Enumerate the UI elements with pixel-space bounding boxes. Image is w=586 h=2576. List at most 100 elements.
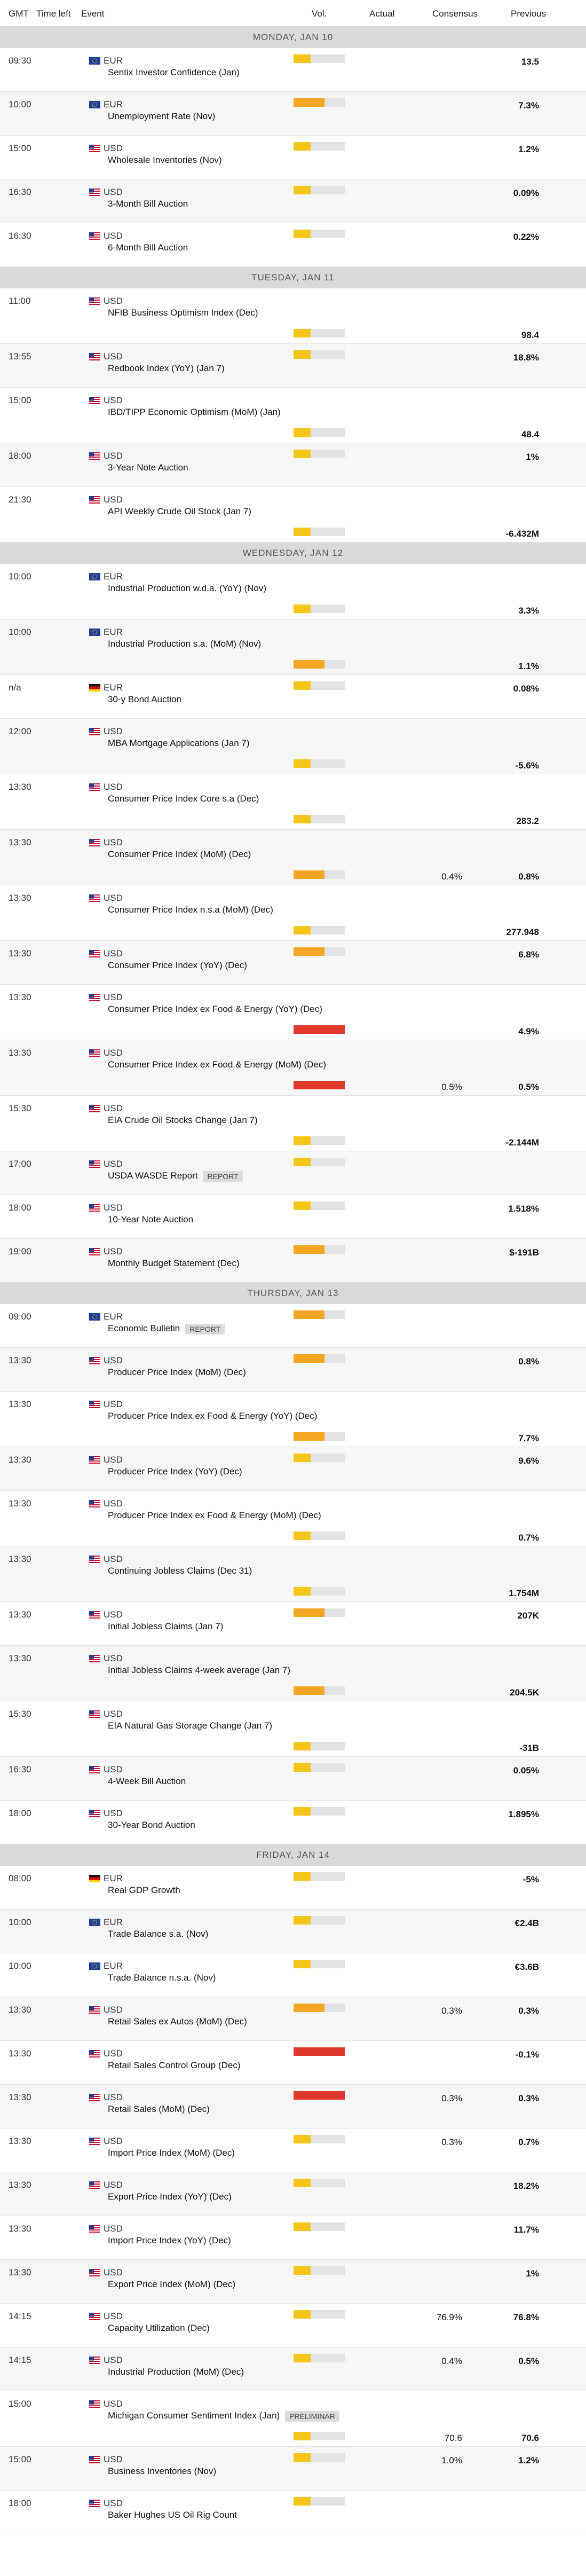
- event-name[interactable]: Trade Balance n.s.a. (Nov): [108, 1973, 216, 1983]
- event-name[interactable]: Producer Price Index ex Food & Energy (M…: [108, 1510, 321, 1521]
- event-row[interactable]: 11:00 USD NFIB Business Optimism Index (De…: [0, 288, 586, 344]
- event-row[interactable]: 13:30 USD Export Price Index (MoM) (Dec) 1%: [0, 2260, 586, 2304]
- event-name[interactable]: Capacity Utilization (Dec): [108, 2323, 210, 2334]
- event-name[interactable]: Unemployment Rate (Nov): [108, 111, 215, 122]
- event-row[interactable]: 13:30 USD Retail Sales ex Autos (MoM) (Dec…: [0, 1997, 586, 2041]
- event-row[interactable]: 13:30 USD Initial Jobless Claims (Jan 7) 20…: [0, 1602, 586, 1646]
- event-row[interactable]: 13:30 USD Import Price Index (YoY) (Dec) 11…: [0, 2216, 586, 2260]
- event-row[interactable]: 13:30 USD Export Price Index (YoY) (Dec) 18…: [0, 2172, 586, 2216]
- event-name[interactable]: Continuing Jobless Claims (Dec 31): [108, 1566, 252, 1576]
- event-row[interactable]: 17:00 USD USDA WASDE Report REPORT: [0, 1151, 586, 1195]
- event-row[interactable]: 13:30 USD Producer Price Index ex Food & E…: [0, 1491, 586, 1546]
- event-name[interactable]: Producer Price Index (YoY) (Dec): [108, 1466, 242, 1477]
- event-row[interactable]: 09:30 EUR Sentix Investor Confidence (Jan)…: [0, 48, 586, 92]
- event-row[interactable]: 13:30 USD Initial Jobless Claims 4-week av…: [0, 1646, 586, 1701]
- event-name[interactable]: Michigan Consumer Sentiment Index (Jan) P…: [108, 2410, 339, 2422]
- event-name[interactable]: Import Price Index (MoM) (Dec): [108, 2148, 235, 2158]
- event-name[interactable]: EIA Crude Oil Stocks Change (Jan 7): [108, 1115, 258, 1126]
- event-name[interactable]: NFIB Business Optimism Index (Dec): [108, 308, 258, 318]
- event-row[interactable]: 15:00 USD Wholesale Inventories (Nov) 1.2%: [0, 136, 586, 179]
- event-name[interactable]: Industrial Production (MoM) (Dec): [108, 2367, 244, 2377]
- event-name[interactable]: Baker Hughes US Oil Rig Count: [108, 2510, 237, 2520]
- event-name[interactable]: EIA Natural Gas Storage Change (Jan 7): [108, 1721, 272, 1731]
- event-row[interactable]: 18:00 USD 10-Year Note Auction 1.518%: [0, 1195, 586, 1239]
- event-name[interactable]: Real GDP Growth: [108, 1885, 180, 1896]
- event-row[interactable]: 13:30 USD Retail Sales (MoM) (Dec) 0.3% 0.3%: [0, 2085, 586, 2129]
- event-name[interactable]: Initial Jobless Claims (Jan 7): [108, 1621, 223, 1632]
- event-row[interactable]: 16:30 USD 6-Month Bill Auction 0.22%: [0, 223, 586, 267]
- event-row[interactable]: 15:30 USD EIA Natural Gas Storage Change (…: [0, 1701, 586, 1757]
- event-row[interactable]: 21:30 USD API Weekly Crude Oil Stock (Jan …: [0, 487, 586, 543]
- event-name[interactable]: Import Price Index (YoY) (Dec): [108, 2235, 231, 2246]
- event-row[interactable]: 13:30 USD Producer Price Index ex Food & E…: [0, 1392, 586, 1447]
- event-row[interactable]: 14:15 USD Industrial Production (MoM) (Dec…: [0, 2347, 586, 2391]
- event-name[interactable]: 4-Week Bill Auction: [108, 1776, 186, 1787]
- event-row[interactable]: 16:30 USD 3-Month Bill Auction 0.09%: [0, 179, 586, 223]
- event-row[interactable]: 13:30 USD Producer Price Index (MoM) (Dec)…: [0, 1348, 586, 1392]
- event-name[interactable]: Consumer Price Index ex Food & Energy (M…: [108, 1059, 326, 1070]
- event-row[interactable]: 14:15 USD Capacity Utilization (Dec) 76.9% 7…: [0, 2304, 586, 2347]
- event-name[interactable]: Redbook Index (YoY) (Jan 7): [108, 363, 225, 374]
- event-name[interactable]: Retail Sales Control Group (Dec): [108, 2060, 240, 2071]
- event-name[interactable]: Economic Bulletin REPORT: [108, 1323, 225, 1334]
- event-name[interactable]: 10-Year Note Auction: [108, 1214, 193, 1225]
- event-row[interactable]: 13:30 USD Consumer Price Index n.s.a (MoM)…: [0, 885, 586, 941]
- event-row[interactable]: 13:30 USD Consumer Price Index Core s.a (D…: [0, 774, 586, 830]
- event-name[interactable]: 3-Month Bill Auction: [108, 199, 188, 209]
- event-row[interactable]: 13:30 USD Import Price Index (MoM) (Dec) 0.…: [0, 2129, 586, 2172]
- event-name[interactable]: Initial Jobless Claims 4-week average (J…: [108, 1665, 290, 1676]
- event-name[interactable]: Retail Sales (MoM) (Dec): [108, 2104, 210, 2115]
- event-row[interactable]: 15:00 USD Business Inventories (Nov) 1.0% 1.…: [0, 2447, 586, 2491]
- event-name[interactable]: Consumer Price Index Core s.a (Dec): [108, 794, 259, 804]
- event-row[interactable]: 18:00 USD 30-Year Bond Auction 1.895%: [0, 1801, 586, 1844]
- event-name[interactable]: Consumer Price Index (YoY) (Dec): [108, 960, 247, 971]
- event-name[interactable]: Export Price Index (MoM) (Dec): [108, 2279, 235, 2290]
- event-row[interactable]: 10:00 EUR Trade Balance s.a. (Nov) €2.4B: [0, 1910, 586, 1953]
- report-badge[interactable]: REPORT: [185, 1323, 225, 1334]
- event-name[interactable]: Industrial Production s.a. (MoM) (Nov): [108, 639, 261, 649]
- event-row[interactable]: 13:30 USD Consumer Price Index ex Food & E…: [0, 1040, 586, 1096]
- event-name[interactable]: API Weekly Crude Oil Stock (Jan 7): [108, 506, 251, 517]
- event-row[interactable]: 18:00 USD 3-Year Note Auction 1%: [0, 443, 586, 487]
- event-row[interactable]: 15:30 USD EIA Crude Oil Stocks Change (Jan…: [0, 1096, 586, 1151]
- event-row[interactable]: 09:00 EUR Economic Bulletin REPORT: [0, 1304, 586, 1348]
- event-row[interactable]: 13:30 USD Consumer Price Index (MoM) (Dec)…: [0, 830, 586, 885]
- event-row[interactable]: 10:00 EUR Trade Balance n.s.a. (Nov) €3.6B: [0, 1953, 586, 1997]
- event-row[interactable]: 13:30 USD Producer Price Index (YoY) (Dec)…: [0, 1447, 586, 1491]
- event-row[interactable]: 10:00 EUR Industrial Production w.d.a. (Yo…: [0, 564, 586, 619]
- event-name[interactable]: Monthly Budget Statement (Dec): [108, 1258, 240, 1269]
- event-row[interactable]: 08:00 EUR Real GDP Growth -5%: [0, 1866, 586, 1910]
- event-name[interactable]: Export Price Index (YoY) (Dec): [108, 2192, 232, 2202]
- event-name[interactable]: Consumer Price Index (MoM) (Dec): [108, 849, 251, 860]
- event-row[interactable]: 16:30 USD 4-Week Bill Auction 0.05%: [0, 1757, 586, 1801]
- report-badge[interactable]: PRELIMINAR: [285, 2410, 339, 2422]
- report-badge[interactable]: REPORT: [203, 1171, 243, 1182]
- event-name[interactable]: 3-Year Note Auction: [108, 462, 188, 473]
- event-row[interactable]: 13:30 USD Retail Sales Control Group (Dec)…: [0, 2041, 586, 2085]
- event-row[interactable]: 15:00 USD IBD/TIPP Economic Optimism (MoM)…: [0, 388, 586, 443]
- event-name[interactable]: MBA Mortgage Applications (Jan 7): [108, 738, 250, 749]
- event-name[interactable]: Sentix Investor Confidence (Jan): [108, 67, 240, 78]
- event-row[interactable]: 13:30 USD Consumer Price Index (YoY) (Dec)…: [0, 941, 586, 985]
- event-name[interactable]: 30-Year Bond Auction: [108, 1820, 195, 1831]
- event-row[interactable]: 19:00 USD Monthly Budget Statement (Dec) $-…: [0, 1239, 586, 1283]
- event-name[interactable]: Trade Balance s.a. (Nov): [108, 1929, 208, 1939]
- event-name[interactable]: Consumer Price Index ex Food & Energy (Y…: [108, 1004, 322, 1015]
- event-name[interactable]: Producer Price Index (MoM) (Dec): [108, 1367, 246, 1378]
- event-row[interactable]: 15:00 USD Michigan Consumer Sentiment Inde…: [0, 2391, 586, 2447]
- event-row[interactable]: n/a EUR 30-y Bond Auction 0.08%: [0, 675, 586, 719]
- event-row[interactable]: 18:00 USD Baker Hughes US Oil Rig Count: [0, 2491, 586, 2534]
- event-row[interactable]: 12:00 USD MBA Mortgage Applications (Jan 7…: [0, 719, 586, 774]
- event-row[interactable]: 10:00 EUR Unemployment Rate (Nov) 7.3%: [0, 92, 586, 136]
- event-name[interactable]: USDA WASDE Report REPORT: [108, 1171, 243, 1182]
- event-row[interactable]: 10:00 EUR Industrial Production s.a. (MoM)…: [0, 619, 586, 675]
- event-row[interactable]: 13:30 USD Consumer Price Index ex Food & E…: [0, 985, 586, 1040]
- event-name[interactable]: Producer Price Index ex Food & Energy (Y…: [108, 1411, 317, 1421]
- event-name[interactable]: Retail Sales ex Autos (MoM) (Dec): [108, 2016, 247, 2027]
- event-name[interactable]: Business Inventories (Nov): [108, 2466, 216, 2477]
- event-name[interactable]: 6-Month Bill Auction: [108, 242, 188, 253]
- event-row[interactable]: 13:30 USD Continuing Jobless Claims (Dec 3…: [0, 1546, 586, 1602]
- event-row[interactable]: 13:55 USD Redbook Index (YoY) (Jan 7) 18.8%: [0, 344, 586, 388]
- event-name[interactable]: 30-y Bond Auction: [108, 694, 181, 705]
- event-name[interactable]: Wholesale Inventories (Nov): [108, 155, 222, 166]
